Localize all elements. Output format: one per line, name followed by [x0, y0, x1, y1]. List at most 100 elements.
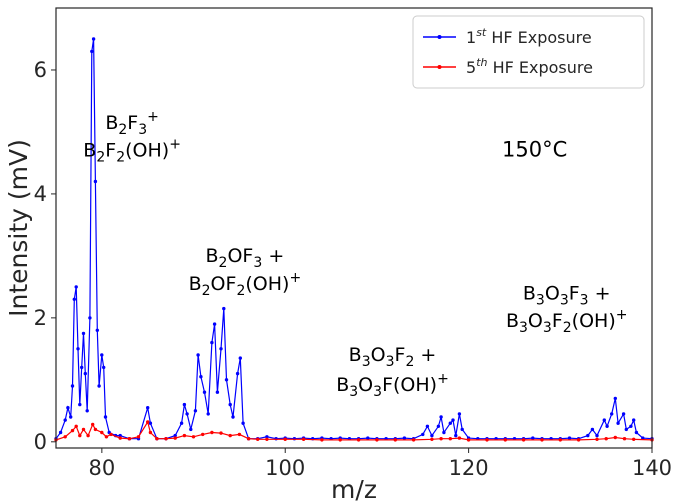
data-point: [531, 436, 535, 440]
data-point: [93, 179, 98, 184]
data-point: [193, 409, 198, 413]
data-point: [93, 427, 98, 432]
data-point: [215, 390, 220, 394]
data-point: [576, 438, 581, 442]
data-point: [210, 430, 214, 435]
data-point: [91, 422, 95, 427]
series-line: [55, 38, 653, 440]
ion-formula: B3O3F2 +: [349, 344, 437, 370]
data-point: [88, 316, 92, 320]
data-point: [118, 436, 122, 440]
series-2: [54, 420, 654, 442]
data-point: [66, 406, 70, 410]
data-point: [241, 421, 245, 425]
x-tick-label: 100: [265, 456, 305, 480]
data-point: [182, 402, 187, 407]
data-point: [466, 438, 471, 442]
data-point: [616, 421, 620, 425]
data-point: [74, 424, 78, 428]
data-point: [595, 433, 599, 438]
data-point: [206, 412, 210, 416]
data-point: [602, 418, 606, 422]
data-point: [85, 409, 89, 413]
data-point: [196, 353, 200, 357]
data-point: [442, 430, 446, 435]
data-point: [558, 438, 562, 442]
data-point: [448, 421, 452, 425]
data-point: [590, 427, 595, 432]
data-point: [634, 430, 639, 435]
data-point: [189, 427, 193, 432]
data-point: [90, 49, 94, 54]
data-point: [411, 438, 416, 442]
data-point: [136, 435, 141, 439]
data-point: [485, 438, 489, 442]
y-tick-label: 2: [34, 306, 47, 330]
data-point: [103, 415, 108, 419]
data-point: [83, 371, 88, 376]
data-point: [604, 437, 608, 441]
data-point: [201, 432, 205, 437]
data-point: [69, 415, 73, 419]
data-point: [148, 430, 153, 435]
data-point: [80, 365, 84, 370]
data-point: [235, 371, 240, 376]
data-point: [421, 432, 425, 437]
data-point: [393, 438, 397, 442]
data-point: [301, 437, 306, 441]
legend-entry-label: 1st HF Exposure: [466, 26, 592, 47]
data-point: [185, 412, 189, 416]
legend-swatch-marker: [437, 35, 442, 39]
data-point: [622, 437, 627, 441]
data-point: [70, 428, 75, 433]
data-point: [265, 435, 269, 439]
data-point: [356, 438, 361, 442]
data-point: [164, 437, 168, 441]
legend: 1st HF Exposure 5th HF Exposure: [412, 15, 645, 89]
data-point: [632, 437, 636, 441]
data-point: [109, 432, 113, 437]
data-point: [173, 433, 177, 438]
data-point: [91, 37, 96, 41]
axis-ticks: 80 100 120 140 0 2 4 6: [34, 58, 672, 480]
data-point: [451, 418, 455, 422]
data-point: [567, 436, 572, 440]
data-point: [155, 437, 159, 441]
data-point: [78, 433, 82, 438]
data-point: [224, 378, 229, 382]
data-point: [228, 402, 232, 407]
data-point: [97, 384, 101, 388]
data-point: [118, 433, 122, 438]
data-point: [86, 433, 90, 438]
data-point: [179, 421, 184, 425]
legend-entry-label: 5th HF Exposure: [466, 56, 593, 77]
data-point: [78, 402, 82, 407]
ion-formula: B2OF2(OH)+: [189, 270, 302, 299]
x-tick-label: 140: [632, 456, 672, 480]
data-point: [632, 418, 636, 422]
data-point: [448, 437, 452, 441]
data-point: [586, 433, 590, 438]
data-point: [191, 435, 196, 439]
y-axis-label: Intensity (mV): [4, 139, 33, 317]
data-point: [265, 437, 269, 441]
data-point: [173, 436, 177, 440]
data-point: [219, 347, 223, 351]
data-point: [63, 418, 67, 422]
data-point: [100, 353, 104, 357]
data-point: [629, 424, 633, 428]
data-point: [146, 420, 150, 424]
data-point: [457, 412, 462, 416]
data-point: [100, 430, 104, 435]
data-point: [74, 285, 78, 289]
data-point: [231, 415, 235, 419]
plot-lines: [54, 37, 654, 442]
data-point: [613, 435, 617, 440]
series-line: [55, 420, 653, 441]
data-point: [222, 306, 226, 311]
plot-frame: [55, 7, 653, 449]
ion-formula: B3O3F3 +: [523, 282, 611, 308]
y-tick-label: 4: [34, 182, 47, 206]
legend-box: [412, 15, 645, 89]
ion-formula: B2F3+: [105, 109, 159, 138]
